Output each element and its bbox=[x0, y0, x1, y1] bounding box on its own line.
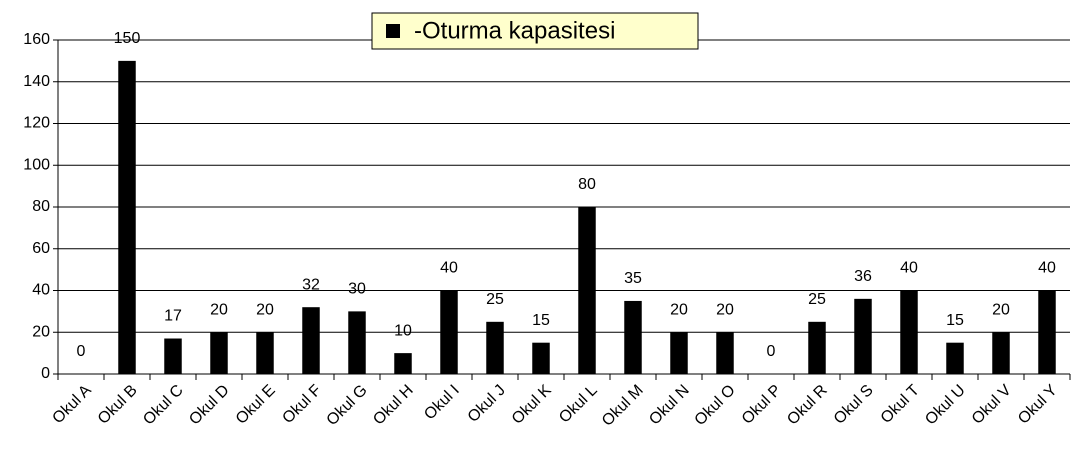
bar bbox=[118, 60, 136, 374]
x-tick-label: Okul V bbox=[969, 382, 1015, 428]
bar bbox=[1038, 290, 1056, 374]
data-label: 15 bbox=[532, 312, 550, 329]
data-label: 40 bbox=[900, 260, 918, 277]
y-tick-label: 160 bbox=[23, 31, 50, 48]
data-label: 20 bbox=[670, 301, 688, 318]
data-label: 40 bbox=[440, 260, 458, 277]
x-tick-label: Okul Y bbox=[1015, 382, 1061, 428]
data-label: 15 bbox=[946, 312, 964, 329]
x-tick-label: Okul T bbox=[878, 382, 923, 427]
x-tick-label: Okul L bbox=[556, 382, 601, 427]
data-label: 40 bbox=[1038, 260, 1056, 277]
bar bbox=[900, 290, 918, 374]
x-tick-label: Okul K bbox=[509, 382, 555, 428]
x-tick-label: Okul P bbox=[739, 382, 785, 428]
bar bbox=[302, 307, 320, 374]
data-label: 25 bbox=[486, 291, 504, 308]
x-tick-label: Okul H bbox=[370, 382, 417, 429]
x-tick-label: Okul B bbox=[95, 382, 141, 428]
bar bbox=[440, 290, 458, 374]
bar bbox=[992, 332, 1010, 374]
legend-label: -Oturma kapasitesi bbox=[414, 17, 615, 44]
data-label: 20 bbox=[716, 301, 734, 318]
data-label: 0 bbox=[767, 343, 776, 360]
data-label: 32 bbox=[302, 276, 320, 293]
x-tick-label: Okul F bbox=[279, 382, 325, 428]
bar bbox=[854, 298, 872, 374]
x-tick-label: Okul S bbox=[831, 382, 877, 428]
data-label: 80 bbox=[578, 176, 596, 193]
y-tick-label: 20 bbox=[32, 323, 50, 340]
bar bbox=[394, 353, 412, 374]
bar bbox=[716, 332, 734, 374]
x-tick-label: Okul J bbox=[465, 382, 509, 426]
legend-marker bbox=[386, 24, 400, 38]
y-tick-label: 80 bbox=[32, 198, 50, 215]
data-label: 25 bbox=[808, 291, 826, 308]
bar bbox=[946, 342, 964, 374]
bar bbox=[486, 321, 504, 374]
x-tick-label: Okul I bbox=[421, 382, 463, 424]
x-tick-label: Okul E bbox=[233, 382, 279, 428]
x-tick-label: Okul R bbox=[784, 382, 831, 429]
bar bbox=[164, 338, 182, 374]
x-tick-label: Okul O bbox=[692, 382, 739, 429]
x-tick-label: Okul U bbox=[922, 382, 969, 429]
data-label: 30 bbox=[348, 281, 366, 298]
y-tick-label: 120 bbox=[23, 115, 50, 132]
x-tick-label: Okul N bbox=[646, 382, 693, 429]
data-label: 20 bbox=[210, 301, 228, 318]
y-tick-label: 140 bbox=[23, 73, 50, 90]
y-tick-label: 40 bbox=[32, 282, 50, 299]
bar bbox=[256, 332, 274, 374]
bar bbox=[624, 300, 642, 374]
x-tick-label: Okul D bbox=[186, 382, 233, 429]
data-label: 36 bbox=[854, 268, 872, 285]
x-tick-label: Okul M bbox=[599, 382, 647, 430]
x-tick-label: Okul G bbox=[324, 382, 371, 429]
bar bbox=[348, 311, 366, 374]
data-label: 0 bbox=[77, 343, 86, 360]
data-label: 20 bbox=[992, 301, 1010, 318]
bar bbox=[808, 321, 826, 374]
bar bbox=[210, 332, 228, 374]
bar bbox=[578, 207, 596, 374]
data-label: 150 bbox=[114, 30, 141, 47]
y-tick-label: 100 bbox=[23, 156, 50, 173]
y-tick-label: 0 bbox=[41, 365, 50, 382]
data-label: 20 bbox=[256, 301, 274, 318]
x-tick-label: Okul C bbox=[140, 382, 187, 429]
data-label: 35 bbox=[624, 270, 642, 287]
data-label: 17 bbox=[164, 308, 182, 325]
data-label: 10 bbox=[394, 322, 412, 339]
legend-box bbox=[371, 12, 699, 50]
bar bbox=[670, 332, 688, 374]
bar bbox=[532, 342, 550, 374]
x-tick-label: Okul A bbox=[49, 382, 95, 428]
y-tick-label: 60 bbox=[32, 240, 50, 257]
